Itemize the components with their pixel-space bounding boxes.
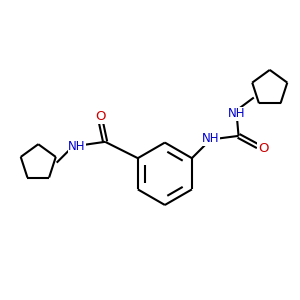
Text: O: O xyxy=(95,110,106,123)
Text: O: O xyxy=(258,142,268,155)
Text: NH: NH xyxy=(202,132,219,146)
Text: NH: NH xyxy=(228,107,246,120)
Text: NH: NH xyxy=(68,140,86,153)
